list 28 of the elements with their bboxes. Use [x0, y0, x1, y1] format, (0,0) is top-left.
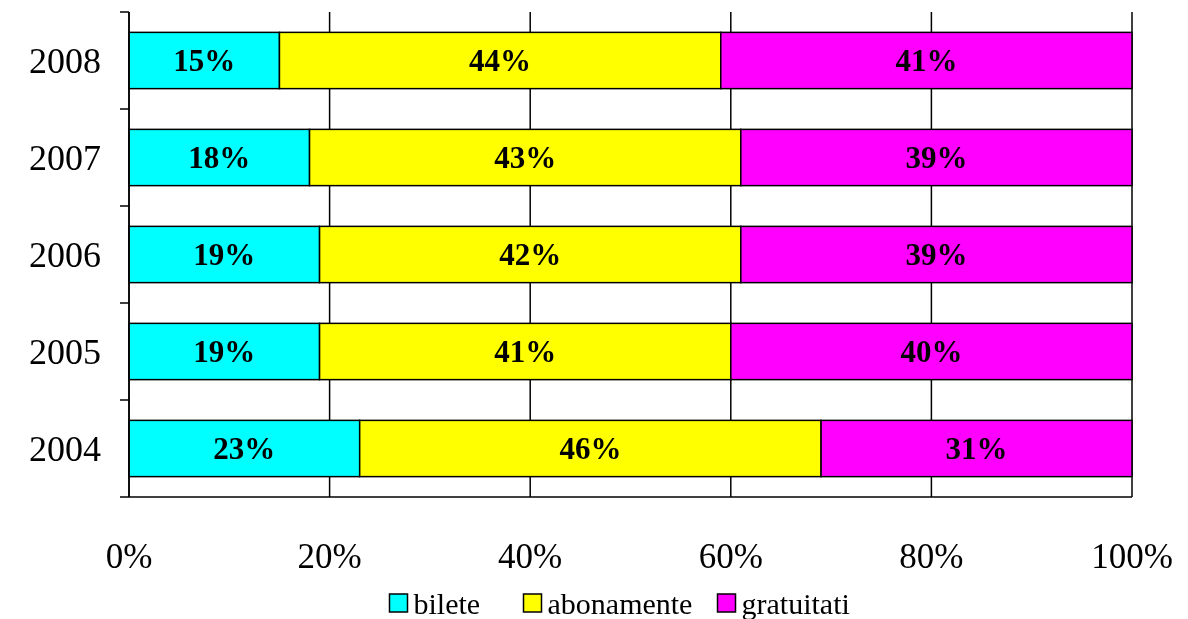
data-label: 19% — [193, 334, 256, 370]
x-tick-label: 60% — [698, 537, 763, 576]
x-tick-label: 0% — [105, 537, 153, 576]
y-tick-label: 2008 — [29, 41, 101, 82]
x-tick-label: 20% — [297, 537, 362, 576]
data-label: 39% — [905, 237, 968, 273]
legend-label: abonamente — [547, 586, 693, 619]
data-label: 31% — [945, 431, 1008, 467]
legend-label: bilete — [413, 586, 481, 619]
data-label: 42% — [499, 237, 562, 273]
data-label: 18% — [188, 140, 251, 176]
data-label: 41% — [494, 334, 557, 370]
data-label: 23% — [213, 431, 276, 467]
y-tick-label: 2006 — [29, 235, 101, 276]
data-label: 40% — [900, 334, 963, 370]
data-label: 41% — [895, 43, 958, 79]
data-label: 15% — [173, 43, 236, 79]
data-label: 44% — [469, 43, 532, 79]
x-tick-label: 80% — [899, 537, 964, 576]
data-label: 39% — [905, 140, 968, 176]
x-tick-label: 100% — [1091, 537, 1173, 576]
data-label: 19% — [193, 237, 256, 273]
y-tick-label: 2004 — [29, 429, 101, 470]
data-label: 46% — [559, 431, 622, 467]
data-label: 43% — [494, 140, 557, 176]
x-tick-label: 40% — [498, 537, 563, 576]
y-tick-label: 2005 — [29, 332, 101, 373]
y-tick-label: 2007 — [29, 138, 101, 179]
